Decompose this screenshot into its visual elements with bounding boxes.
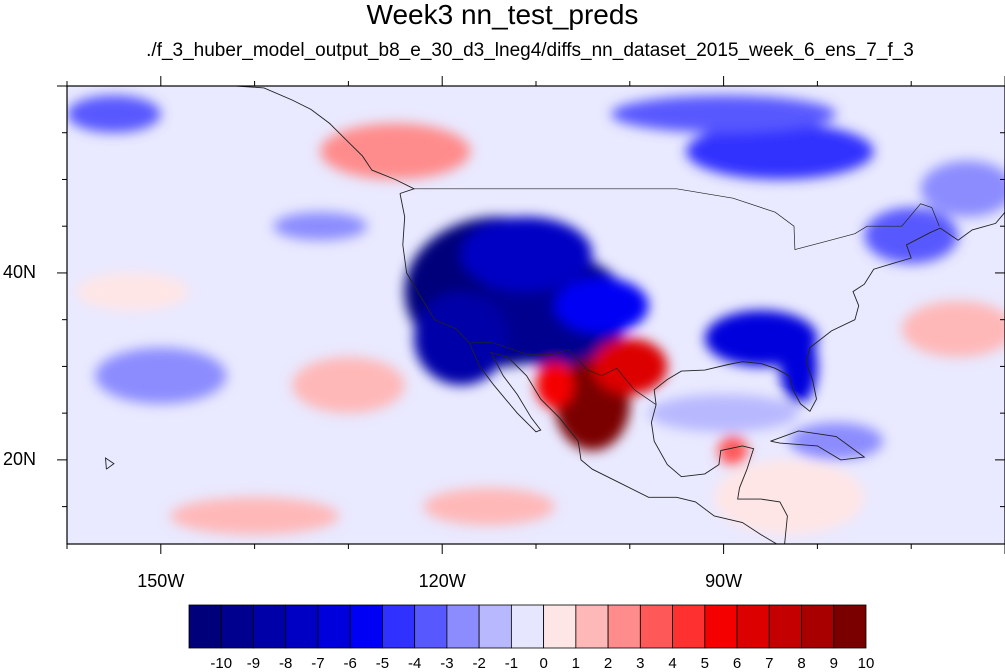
colorbar-swatch: [253, 604, 287, 649]
coastline-0: [399, 193, 778, 544]
colorbar-label: -2: [472, 655, 486, 672]
colorbar-swatch: [446, 604, 480, 649]
colorbar-swatch: [704, 604, 738, 649]
anomaly-blob-19: [76, 272, 189, 311]
coastline-4: [770, 430, 866, 461]
axis-ticks: [57, 76, 1005, 554]
anomaly-blob-16: [292, 357, 405, 414]
colorbar-label: -6: [343, 655, 357, 672]
border-0: [414, 188, 940, 251]
colorbar-label: -1: [504, 655, 519, 672]
coastlines: [104, 86, 1005, 544]
lon-tick-label: 90W: [705, 571, 743, 591]
colorbar: [188, 604, 867, 649]
colorbar-swatch: [414, 604, 448, 649]
colorbar-label: 6: [732, 655, 742, 672]
colorbar-label: 3: [636, 655, 645, 672]
colorbar-swatch: [639, 604, 673, 649]
border-1: [469, 341, 657, 405]
lon-tick-label: 150W: [137, 571, 185, 591]
colorbar-swatch: [833, 604, 867, 649]
colorbar-swatch: [317, 604, 351, 649]
colorbar-swatch: [349, 604, 383, 649]
anomaly-blob-18: [423, 487, 555, 526]
colorbar-swatch: [220, 604, 254, 649]
anomaly-blob-9: [536, 361, 574, 409]
anomaly-blob-14: [611, 95, 837, 133]
colorbar-swatch: [543, 604, 577, 649]
lon-tick-label: 120W: [418, 571, 466, 591]
anomaly-field: [67, 86, 1005, 544]
anomaly-blob-17: [170, 497, 340, 535]
colorbar-label: 0: [539, 655, 548, 672]
colorbar-swatch: [478, 604, 512, 649]
colorbar-label: 2: [603, 655, 613, 672]
anomaly-blob-26: [67, 95, 161, 133]
colorbar-swatch: [672, 604, 706, 649]
colorbar-label: -5: [375, 655, 390, 672]
anomaly-blob-2: [414, 291, 508, 386]
colorbar-label: 8: [797, 655, 806, 672]
anomaly-blob-22: [95, 347, 227, 404]
anomaly-blob-25: [648, 394, 799, 432]
anomaly-blob-13: [686, 123, 874, 180]
coastline-3: [235, 86, 416, 194]
colorbar-swatch: [801, 604, 835, 649]
anomaly-blob-3: [460, 216, 593, 292]
anomaly-blob-20: [901, 300, 1005, 358]
colorbar-label: 4: [668, 655, 677, 672]
anomaly-blob-27: [789, 422, 884, 460]
colorbar-label: -9: [246, 655, 261, 672]
colorbar-label: 7: [765, 655, 774, 672]
colorbar-swatch: [188, 604, 222, 649]
anomaly-blob-23: [273, 212, 368, 241]
colorbar-swatch: [736, 604, 770, 649]
colorbar-label: -4: [407, 655, 422, 672]
anomaly-blob-4: [554, 277, 649, 334]
lat-tick-label: 20N: [3, 448, 37, 469]
colorbar-label: 1: [571, 655, 581, 672]
colorbar-label: -3: [440, 655, 454, 672]
anomaly-blob-6: [779, 329, 818, 404]
lat-tick-label: 40N: [3, 261, 37, 282]
anomaly-blob-10: [320, 123, 471, 180]
colorbar-swatch: [285, 604, 319, 649]
anomaly-blob-11: [717, 435, 748, 466]
colorbar-label: -7: [311, 655, 325, 672]
anomaly-blob-8: [592, 338, 668, 395]
colorbar-label: -10: [210, 655, 233, 672]
page-subtitle: ./f_3_huber_model_output_b8_e_30_d3_lneg…: [146, 40, 914, 61]
colorbar-swatch: [510, 604, 545, 649]
coastline-1: [653, 211, 1005, 412]
coastline-5: [104, 457, 115, 470]
coastline-2: [650, 404, 788, 544]
colorbar-swatch: [607, 604, 641, 649]
anomaly-blob-21: [714, 459, 865, 535]
colorbar-swatch: [382, 604, 416, 649]
colorbar-swatch: [768, 604, 802, 649]
anomaly-blob-24: [920, 160, 1005, 217]
colorbar-label: 9: [829, 655, 838, 672]
page-title: Week3 nn_test_preds: [366, 0, 639, 30]
anomaly-blob-15: [864, 207, 959, 264]
colorbar-label: -8: [279, 655, 293, 672]
colorbar-label: 5: [700, 655, 709, 672]
colorbar-label: 10: [857, 655, 875, 672]
colorbar-swatch: [575, 604, 609, 649]
